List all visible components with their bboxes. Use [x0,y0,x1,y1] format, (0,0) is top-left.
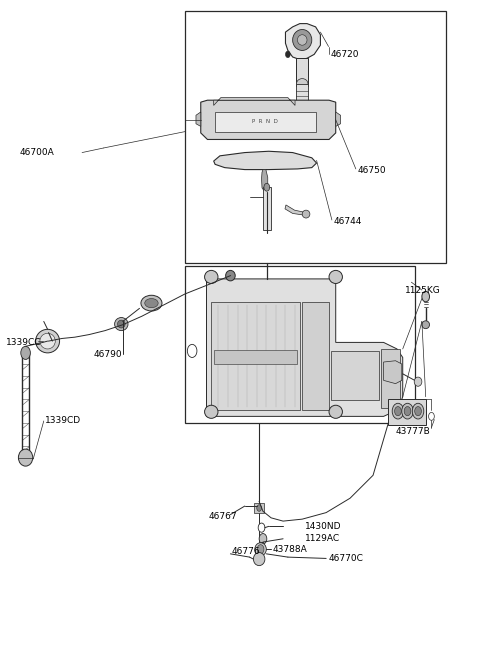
Bar [263,187,271,230]
Bar [297,58,308,86]
Ellipse shape [36,329,60,353]
Polygon shape [214,98,295,106]
Ellipse shape [329,270,342,283]
Ellipse shape [115,318,128,331]
Bar [388,399,426,425]
Bar [331,351,379,400]
Ellipse shape [264,183,270,191]
Ellipse shape [302,210,310,218]
Ellipse shape [18,449,33,466]
Polygon shape [336,112,340,127]
Text: 1430ND: 1430ND [305,522,341,531]
Text: 46744: 46744 [333,217,362,226]
Ellipse shape [259,533,267,544]
Ellipse shape [429,413,434,420]
Ellipse shape [415,407,421,416]
Bar [185,266,415,423]
Text: 46767: 46767 [209,512,238,521]
Ellipse shape [258,523,265,532]
Text: P  R  N  D: P R N D [252,119,278,124]
Text: 46750: 46750 [357,167,386,175]
Ellipse shape [257,544,264,554]
Text: 46776: 46776 [231,547,260,556]
Ellipse shape [404,407,411,416]
Bar [254,503,264,512]
Bar [297,84,308,102]
Ellipse shape [187,344,197,358]
Text: 1339CC: 1339CC [5,338,41,347]
Ellipse shape [297,79,308,89]
Bar [214,350,298,364]
Text: 46700A: 46700A [20,148,55,157]
Bar [381,349,400,408]
Bar [302,302,328,410]
Ellipse shape [204,405,218,419]
Text: 46720: 46720 [331,50,360,59]
Ellipse shape [257,504,262,511]
Polygon shape [262,170,268,192]
Ellipse shape [422,321,430,329]
Polygon shape [384,361,402,384]
Ellipse shape [298,35,307,45]
Text: 1129AC: 1129AC [305,534,340,543]
Ellipse shape [395,407,401,416]
Text: 46790: 46790 [94,350,123,359]
Ellipse shape [255,543,266,556]
Bar [211,302,300,410]
Bar [185,10,446,262]
Ellipse shape [145,298,158,308]
Ellipse shape [253,552,265,565]
Polygon shape [196,112,201,127]
Text: 46770C: 46770C [328,554,363,563]
Ellipse shape [414,377,422,386]
Ellipse shape [422,291,430,302]
Polygon shape [285,205,307,215]
Ellipse shape [204,270,218,283]
Ellipse shape [286,51,290,58]
Ellipse shape [392,403,404,419]
Ellipse shape [141,295,162,311]
Ellipse shape [293,30,312,51]
Ellipse shape [21,346,30,359]
Ellipse shape [226,270,235,281]
Polygon shape [286,24,321,60]
Text: 43788A: 43788A [273,544,307,554]
Text: 1125KG: 1125KG [405,285,441,295]
Ellipse shape [412,403,424,419]
Ellipse shape [402,403,413,419]
Ellipse shape [118,320,125,328]
Polygon shape [214,152,317,170]
Text: 1339CD: 1339CD [45,417,81,426]
Polygon shape [201,100,336,140]
Ellipse shape [329,405,342,419]
Text: 43777B: 43777B [396,427,430,436]
Ellipse shape [40,333,55,349]
Bar [215,112,316,132]
Polygon shape [206,279,403,417]
